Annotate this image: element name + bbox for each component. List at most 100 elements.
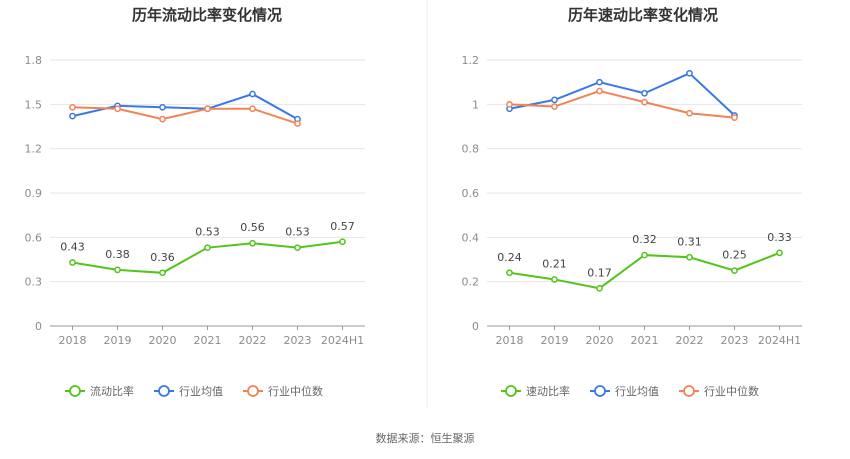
series-line-3 <box>509 89 735 119</box>
data-label: 0.21 <box>542 257 567 270</box>
legend-label: 行业均值 <box>179 385 223 398</box>
legend-marker-icon <box>594 385 606 397</box>
data-point <box>551 276 558 283</box>
data-label: 0.53 <box>285 226 310 239</box>
data-label: 0.38 <box>105 248 130 261</box>
legend: 流动比率 行业均值 行业中位数 <box>65 384 323 398</box>
data-point <box>159 115 166 123</box>
data-point <box>506 269 513 277</box>
data-label: 0.43 <box>60 240 85 253</box>
x-tick-label: 2021 <box>631 334 659 347</box>
data-point <box>506 100 513 108</box>
data-point <box>69 103 76 111</box>
data-point <box>294 244 301 252</box>
chart-title: 历年速动比率变化情况 <box>568 6 718 24</box>
legend-label: 行业中位数 <box>704 384 759 398</box>
data-point <box>204 244 211 252</box>
y-tick-label: 0 <box>472 320 479 333</box>
data-point <box>294 120 301 127</box>
x-tick-label: 2023 <box>721 334 749 347</box>
y-tick-label: 1.2 <box>25 143 43 156</box>
x-tick-label: 2024H1 <box>758 334 801 347</box>
x-tick-label: 2020 <box>586 334 614 347</box>
data-label: 0.36 <box>150 251 175 264</box>
data-point <box>249 90 256 98</box>
data-point <box>686 109 693 117</box>
legend-item-2[interactable]: 行业均值 <box>590 385 659 398</box>
legend-item-2[interactable]: 行业均值 <box>154 385 223 398</box>
x-tick-label: 2023 <box>284 334 312 347</box>
legend-marker-icon <box>683 385 695 397</box>
data-label: 0.24 <box>497 251 522 264</box>
legend-item-1[interactable]: 流动比率 <box>65 384 134 398</box>
x-tick-label: 2019 <box>104 334 132 347</box>
data-label: 0.53 <box>195 226 220 239</box>
data-label: 0.33 <box>767 231 792 244</box>
y-tick-label: 0.4 <box>462 231 480 244</box>
legend-item-1[interactable]: 速动比率 <box>501 384 570 398</box>
legend-marker-icon <box>69 385 81 397</box>
y-tick-label: 1 <box>472 98 479 111</box>
data-point <box>204 105 211 113</box>
y-tick-label: 0 <box>35 320 42 333</box>
x-tick-label: 2022 <box>239 334 267 347</box>
data-point <box>596 78 603 86</box>
series-line-2 <box>72 92 298 120</box>
legend-marker-icon <box>158 385 170 397</box>
chart-title: 历年流动比率变化情况 <box>132 6 282 24</box>
data-point <box>731 114 738 121</box>
x-tick-label: 2021 <box>194 334 222 347</box>
legend: 速动比率 行业均值 行业中位数 <box>501 384 759 398</box>
x-tick-label: 2022 <box>676 334 704 347</box>
x-tick-label: 2018 <box>496 334 524 347</box>
data-point <box>551 103 558 110</box>
y-tick-label: 0.2 <box>462 276 480 289</box>
data-label: 0.25 <box>722 249 747 262</box>
x-tick-label: 2020 <box>149 334 177 347</box>
series-line-3 <box>72 106 298 125</box>
y-tick-label: 1.2 <box>462 54 480 67</box>
y-tick-label: 0.6 <box>25 231 43 244</box>
data-point <box>776 249 783 257</box>
legend-item-3[interactable]: 行业中位数 <box>679 384 759 398</box>
data-label: 0.56 <box>240 221 265 234</box>
data-point <box>339 238 346 246</box>
y-tick-label: 0.8 <box>462 143 480 156</box>
data-point <box>551 96 558 104</box>
legend-label: 行业均值 <box>615 385 659 398</box>
y-tick-label: 0.3 <box>25 276 43 289</box>
legend-marker-icon <box>505 385 517 397</box>
data-point <box>114 105 121 113</box>
legend-item-3[interactable]: 行业中位数 <box>243 384 323 398</box>
series-line-2 <box>509 72 736 117</box>
x-tick-label: 2024H1 <box>321 334 364 347</box>
data-point <box>114 266 121 274</box>
legend-marker-icon <box>247 385 259 397</box>
data-point <box>69 259 76 266</box>
legend-label: 流动比率 <box>90 384 134 398</box>
legend-label: 速动比率 <box>526 384 570 398</box>
data-point <box>159 269 166 277</box>
data-point <box>596 87 603 95</box>
data-label: 0.17 <box>587 266 612 279</box>
x-tick-label: 2019 <box>541 334 569 347</box>
chart-panel-2: 历年速动比率变化情况 0 0.2 0.4 0.6 0.8 1 1.2 2018 2019 2020 2… <box>462 6 802 398</box>
data-point <box>249 239 256 247</box>
data-point <box>686 253 693 261</box>
data-point <box>596 284 603 292</box>
y-tick-label: 0.6 <box>462 187 480 200</box>
data-point <box>641 89 648 97</box>
data-point <box>249 105 256 113</box>
x-tick-label: 2018 <box>59 334 87 347</box>
chart-panel-1: 历年流动比率变化情况 0 0.3 0.6 0.9 1.2 1.5 1.8 2018 2019 202… <box>25 6 365 398</box>
data-point <box>69 112 76 120</box>
data-label: 0.31 <box>677 235 702 248</box>
data-point <box>731 267 738 274</box>
source-note: 数据来源：恒生聚源 <box>376 431 475 445</box>
data-point <box>641 98 648 106</box>
y-tick-label: 0.9 <box>25 187 43 200</box>
legend-label: 行业中位数 <box>268 384 323 398</box>
data-point <box>686 69 693 77</box>
